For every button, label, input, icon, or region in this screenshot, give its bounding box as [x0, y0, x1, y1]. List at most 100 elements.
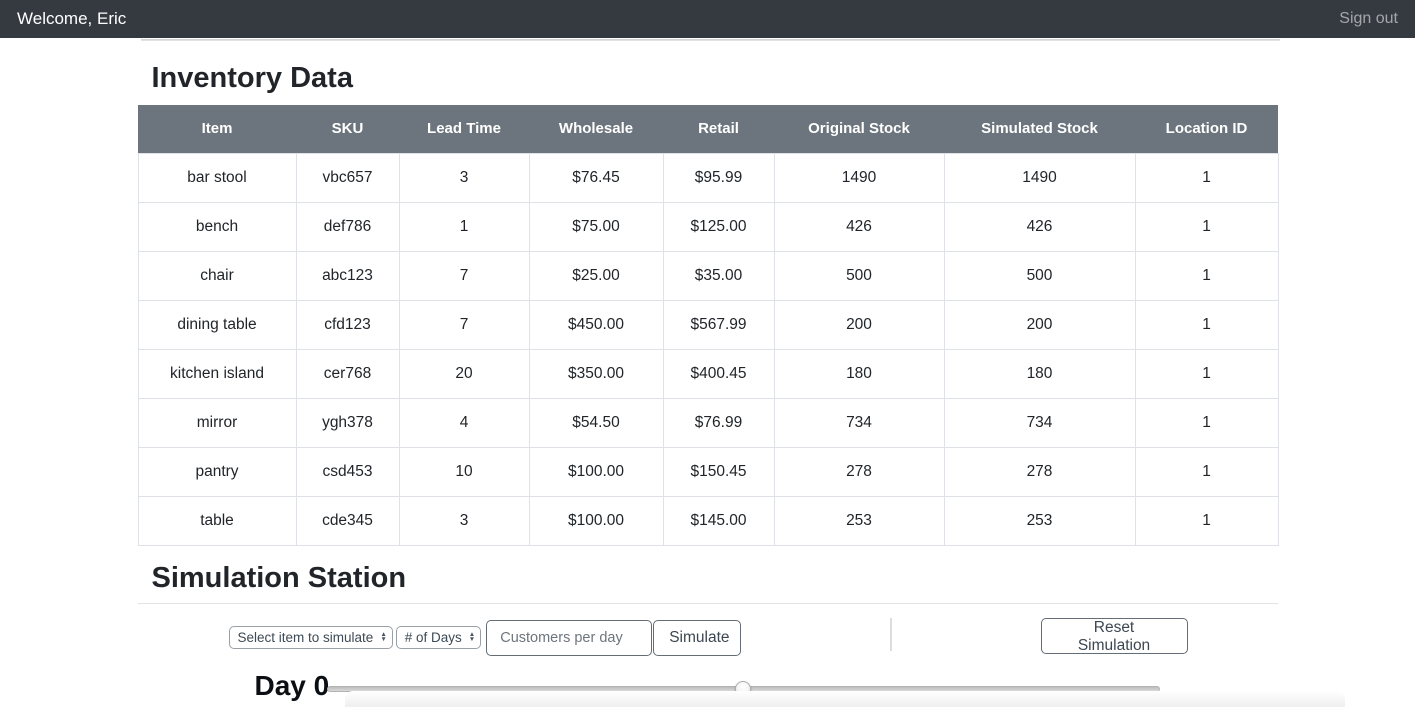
table-cell: 180	[774, 349, 944, 398]
table-cell: 7	[399, 251, 529, 300]
table-cell: $567.99	[663, 300, 774, 349]
column-header-retail: Retail	[663, 105, 774, 153]
table-cell: 426	[944, 202, 1135, 251]
table-cell: $95.99	[663, 153, 774, 202]
table-cell: 7	[399, 300, 529, 349]
table-cell: $76.45	[529, 153, 663, 202]
table-cell: $350.00	[529, 349, 663, 398]
table-cell: $145.00	[663, 496, 774, 545]
table-cell: 253	[774, 496, 944, 545]
table-cell: vbc657	[296, 153, 399, 202]
welcome-text: Welcome, Eric	[17, 9, 126, 29]
table-cell: $100.00	[529, 496, 663, 545]
table-cell: 253	[944, 496, 1135, 545]
scroll-track-line	[141, 39, 1280, 41]
table-cell: 1	[1135, 202, 1278, 251]
table-cell: kitchen island	[138, 349, 296, 398]
table-cell: abc123	[296, 251, 399, 300]
select-stepper-icon: ▲▼	[378, 632, 388, 643]
table-cell: 1	[1135, 349, 1278, 398]
table-cell: cer768	[296, 349, 399, 398]
customers-per-day-input[interactable]	[486, 620, 652, 656]
table-cell: 1490	[944, 153, 1135, 202]
table-cell: $35.00	[663, 251, 774, 300]
inventory-title: Inventory Data	[152, 62, 1278, 95]
table-cell: $25.00	[529, 251, 663, 300]
table-cell: 500	[944, 251, 1135, 300]
table-cell: $100.00	[529, 447, 663, 496]
table-cell: 734	[774, 398, 944, 447]
table-cell: bench	[138, 202, 296, 251]
days-select-value: # of Days	[405, 630, 462, 645]
table-cell: chair	[138, 251, 296, 300]
table-cell: dining table	[138, 300, 296, 349]
table-cell: 278	[944, 447, 1135, 496]
table-cell: 1	[1135, 398, 1278, 447]
reset-simulation-button[interactable]: Reset Simulation	[1041, 618, 1188, 654]
table-cell: $125.00	[663, 202, 774, 251]
table-cell: 1	[1135, 153, 1278, 202]
table-cell: 200	[774, 300, 944, 349]
table-cell: 10	[399, 447, 529, 496]
table-cell: 1	[1135, 251, 1278, 300]
table-cell: 20	[399, 349, 529, 398]
item-select-value: Select item to simulate	[238, 630, 374, 645]
table-cell: 1	[1135, 496, 1278, 545]
days-select[interactable]: # of Days ▲▼	[396, 626, 481, 649]
table-cell: cfd123	[296, 300, 399, 349]
simulate-button[interactable]: Simulate	[653, 620, 741, 656]
table-cell: $150.45	[663, 447, 774, 496]
table-cell: table	[138, 496, 296, 545]
table-cell: 4	[399, 398, 529, 447]
table-cell: 1490	[774, 153, 944, 202]
column-header-item: Item	[138, 105, 296, 153]
table-cell: 278	[774, 447, 944, 496]
column-header-original-stock: Original Stock	[774, 105, 944, 153]
column-header-location-id: Location ID	[1135, 105, 1278, 153]
top-navbar: Welcome, Eric Sign out	[0, 0, 1415, 38]
table-cell: 500	[774, 251, 944, 300]
table-cell: 1	[1135, 447, 1278, 496]
section-divider	[138, 603, 1278, 604]
controls-divider	[890, 618, 892, 651]
table-cell: 3	[399, 153, 529, 202]
sign-out-link[interactable]: Sign out	[1339, 10, 1398, 28]
column-header-lead-time: Lead Time	[399, 105, 529, 153]
table-cell: 1	[399, 202, 529, 251]
table-cell: csd453	[296, 447, 399, 496]
table-cell: mirror	[138, 398, 296, 447]
select-stepper-icon: ▲▼	[467, 632, 477, 643]
table-cell: $76.99	[663, 398, 774, 447]
column-header-sku: SKU	[296, 105, 399, 153]
table-cell: pantry	[138, 447, 296, 496]
table-cell: $450.00	[529, 300, 663, 349]
item-select[interactable]: Select item to simulate ▲▼	[229, 626, 393, 649]
table-cell: 180	[944, 349, 1135, 398]
table-cell: 200	[944, 300, 1135, 349]
simulation-controls: Select item to simulate ▲▼ # of Days ▲▼ …	[138, 618, 1278, 670]
table-cell: ygh378	[296, 398, 399, 447]
table-cell: def786	[296, 202, 399, 251]
table-cell: 426	[774, 202, 944, 251]
table-cell: 734	[944, 398, 1135, 447]
table-cell: 3	[399, 496, 529, 545]
column-header-wholesale: Wholesale	[529, 105, 663, 153]
table-cell: 1	[1135, 300, 1278, 349]
day-label: Day 0	[255, 670, 330, 702]
simulation-title: Simulation Station	[152, 562, 1278, 595]
column-header-simulated-stock: Simulated Stock	[944, 105, 1135, 153]
table-cell: $75.00	[529, 202, 663, 251]
table-cell: $400.45	[663, 349, 774, 398]
table-cell: cde345	[296, 496, 399, 545]
table-cell: $54.50	[529, 398, 663, 447]
